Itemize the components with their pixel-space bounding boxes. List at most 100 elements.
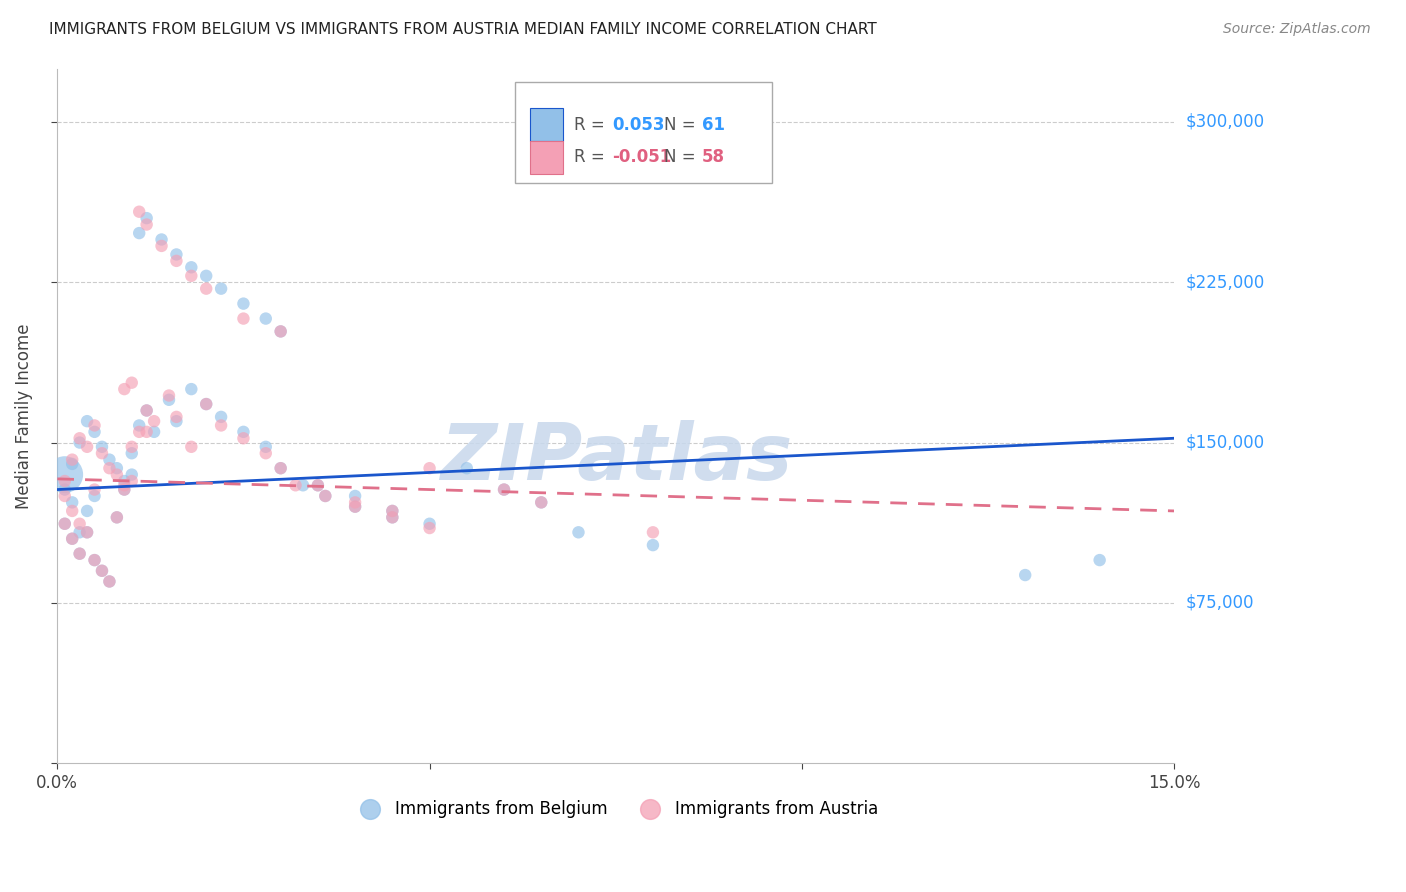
Point — [76, 414, 98, 428]
Point — [381, 504, 404, 518]
Point — [270, 325, 292, 339]
Point — [344, 495, 367, 509]
Point — [419, 516, 441, 531]
Point — [209, 418, 232, 433]
Point — [69, 516, 91, 531]
Point — [112, 382, 135, 396]
Point — [270, 461, 292, 475]
Point — [195, 282, 218, 296]
Point — [69, 435, 91, 450]
Point — [307, 478, 329, 492]
Point — [180, 260, 202, 275]
Point — [165, 414, 187, 428]
Y-axis label: Median Family Income: Median Family Income — [15, 323, 32, 508]
Point — [135, 403, 157, 417]
Point — [53, 467, 76, 482]
FancyBboxPatch shape — [515, 82, 772, 183]
Point — [91, 440, 114, 454]
Point — [567, 525, 589, 540]
Point — [195, 397, 218, 411]
Point — [53, 489, 76, 503]
Point — [381, 504, 404, 518]
Point — [135, 218, 157, 232]
Point — [314, 489, 336, 503]
Point — [641, 525, 664, 540]
Bar — [530, 108, 564, 142]
Point — [381, 510, 404, 524]
Point — [232, 296, 254, 310]
Text: $150,000: $150,000 — [1185, 434, 1264, 451]
Point — [112, 483, 135, 497]
Point — [105, 510, 128, 524]
Point — [157, 392, 180, 407]
Point — [143, 425, 166, 439]
Point — [53, 516, 76, 531]
Point — [60, 504, 83, 518]
Text: R =: R = — [575, 148, 605, 167]
Point — [69, 525, 91, 540]
Point — [121, 440, 143, 454]
Point — [83, 418, 105, 433]
Point — [180, 382, 202, 396]
Point — [209, 282, 232, 296]
Point — [83, 425, 105, 439]
Point — [91, 564, 114, 578]
Point — [165, 253, 187, 268]
Point — [641, 538, 664, 552]
Point — [381, 510, 404, 524]
Point — [121, 467, 143, 482]
Point — [165, 409, 187, 424]
Point — [60, 532, 83, 546]
Point — [98, 574, 121, 589]
Point — [98, 461, 121, 475]
Point — [195, 268, 218, 283]
Point — [150, 232, 173, 246]
Point — [60, 532, 83, 546]
Point — [135, 211, 157, 226]
Point — [419, 461, 441, 475]
Point — [83, 483, 105, 497]
Text: $300,000: $300,000 — [1185, 113, 1264, 131]
Point — [492, 483, 515, 497]
Point — [1088, 553, 1111, 567]
Text: Source: ZipAtlas.com: Source: ZipAtlas.com — [1223, 22, 1371, 37]
Point — [53, 516, 76, 531]
Point — [53, 474, 76, 488]
Point — [254, 440, 277, 454]
Text: N =: N = — [664, 148, 696, 167]
Bar — [530, 141, 564, 174]
Text: ZIPatlas: ZIPatlas — [440, 419, 792, 495]
Point — [53, 483, 76, 497]
Point — [69, 547, 91, 561]
Point — [105, 510, 128, 524]
Point — [121, 446, 143, 460]
Text: -0.051: -0.051 — [613, 148, 672, 167]
Point — [1014, 568, 1036, 582]
Point — [91, 564, 114, 578]
Point — [69, 431, 91, 445]
Point — [530, 495, 553, 509]
Point — [292, 478, 315, 492]
Point — [314, 489, 336, 503]
Point — [76, 525, 98, 540]
Point — [83, 553, 105, 567]
Point — [456, 461, 478, 475]
Point — [128, 204, 150, 219]
Point — [135, 403, 157, 417]
Point — [76, 440, 98, 454]
Text: 61: 61 — [702, 116, 724, 134]
Point — [419, 521, 441, 535]
Point — [105, 467, 128, 482]
Point — [60, 495, 83, 509]
Point — [344, 489, 367, 503]
Text: IMMIGRANTS FROM BELGIUM VS IMMIGRANTS FROM AUSTRIA MEDIAN FAMILY INCOME CORRELAT: IMMIGRANTS FROM BELGIUM VS IMMIGRANTS FR… — [49, 22, 877, 37]
Point — [98, 574, 121, 589]
Point — [180, 440, 202, 454]
Point — [128, 418, 150, 433]
Point — [232, 425, 254, 439]
Point — [76, 525, 98, 540]
Point — [112, 483, 135, 497]
Point — [232, 431, 254, 445]
Point — [157, 388, 180, 402]
Point — [270, 325, 292, 339]
